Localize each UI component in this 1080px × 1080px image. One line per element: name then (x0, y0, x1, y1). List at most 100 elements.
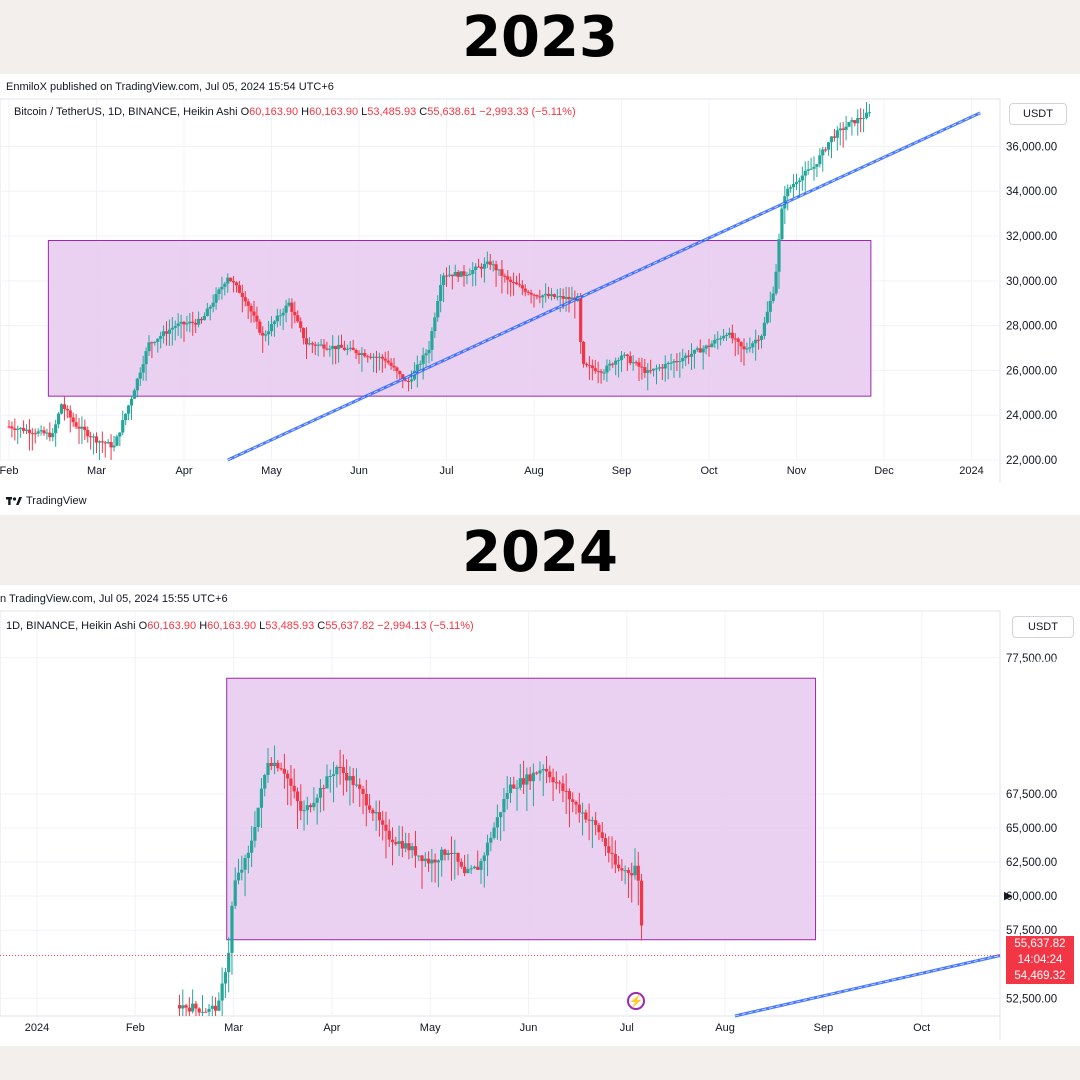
x-tick-label: Aug (715, 1022, 735, 1034)
candle-body (167, 329, 172, 334)
candle-body (630, 873, 634, 876)
y-tick-label: 26,000.00 (1006, 365, 1057, 377)
y-tick-label: 28,000.00 (1006, 321, 1057, 333)
candle-body (499, 812, 503, 818)
candle-body (686, 355, 691, 357)
tradingview-logo-icon (6, 497, 22, 505)
candle-body (336, 344, 341, 350)
chart-2024[interactable]: 52,500.00 57,500.00 60,000.00 62,500.00 65,0… (0, 585, 1080, 1046)
candle-body (482, 263, 487, 269)
candle-body (150, 342, 154, 344)
candle-body (62, 404, 67, 409)
candle-body (263, 774, 267, 789)
candle-body (637, 362, 641, 367)
candle-body (409, 379, 414, 382)
candle-body (847, 122, 851, 127)
candle-body (100, 441, 104, 443)
candle-body (433, 859, 437, 863)
candle-body (611, 363, 615, 365)
candle-body (313, 344, 317, 346)
x-tick-label: Apr (323, 1022, 340, 1034)
candle-body (548, 771, 552, 778)
lightning-icon[interactable]: ⚡ (627, 992, 645, 1010)
candle-body (666, 362, 670, 365)
currency-button[interactable]: USDT (1012, 616, 1074, 638)
candle-body (651, 368, 656, 371)
candle-body (184, 1005, 188, 1008)
candle-body (309, 805, 313, 808)
candle-body (48, 432, 52, 438)
x-tick-label: Aug (524, 465, 544, 477)
candle-body (304, 338, 309, 345)
candle-body (528, 774, 532, 782)
candle-body (777, 239, 781, 272)
candle-body (296, 315, 300, 322)
candle-body (503, 275, 507, 277)
candle-body (420, 855, 424, 862)
candle-body (463, 866, 467, 874)
candle-body (495, 817, 499, 828)
banner-2024: 2024 (0, 519, 1080, 585)
open-key: O (240, 106, 250, 118)
candle-body (246, 852, 250, 859)
y-tick-label: 57,500.00 (1006, 925, 1057, 937)
candle-body (430, 859, 434, 864)
candle-body (395, 367, 399, 372)
candle-body (281, 312, 285, 316)
candle-body (24, 429, 29, 431)
x-tick-label: Sep (814, 1022, 834, 1034)
chart-2023[interactable]: 22,000.00 24,000.00 26,000.00 28,000.00 30,0… (0, 74, 1080, 515)
candle-body (269, 763, 273, 767)
candle-body (610, 852, 614, 855)
x-tick-label: Nov (787, 465, 807, 477)
candle-body (446, 852, 450, 855)
candle-body (844, 126, 848, 130)
candle-body (348, 347, 352, 349)
candle-body (384, 824, 388, 831)
candle-body (762, 322, 767, 336)
candle-body (567, 791, 572, 800)
candle-body (587, 819, 591, 821)
candle-body (417, 855, 421, 857)
candle-body (398, 371, 402, 375)
candle-body (742, 346, 746, 350)
candle-body (774, 271, 778, 294)
candle-body (71, 417, 75, 423)
candle-body (421, 355, 425, 364)
candle-body (450, 274, 454, 277)
candle-body (515, 787, 519, 789)
candle-body (558, 296, 562, 298)
candle-body (318, 787, 323, 798)
candle-body (780, 208, 784, 240)
candle-body (561, 783, 565, 791)
candle-body (593, 368, 597, 371)
candle-body (208, 306, 212, 309)
candle-body (360, 353, 364, 355)
candle-body (389, 362, 393, 366)
candle-body (864, 112, 869, 118)
candle-body (237, 285, 242, 293)
candle-body (325, 776, 329, 789)
candle-body (689, 353, 694, 357)
candle-body (377, 356, 382, 358)
candle-body (453, 852, 457, 854)
candle-body (397, 841, 401, 845)
candle-body (91, 436, 96, 438)
candle-body (345, 348, 349, 350)
x-tick-label: Oct (913, 1022, 930, 1034)
candle-body (400, 841, 404, 849)
candle-body (505, 793, 509, 800)
candle-body (459, 861, 463, 867)
right-arrow-icon[interactable]: ▶ (1004, 890, 1013, 902)
candle-body (859, 118, 863, 120)
candle-body (51, 433, 55, 438)
candle-body (256, 807, 260, 828)
currency-button[interactable]: USDT (1009, 103, 1067, 125)
y-tick-label: 30,000.00 (1006, 276, 1057, 288)
candle-body (521, 778, 526, 785)
candle-body (132, 390, 137, 399)
y-tick-label: 77,500.00 (1006, 653, 1057, 665)
candle-body (617, 864, 621, 869)
candle-body (850, 120, 854, 123)
candle-body (367, 805, 372, 810)
